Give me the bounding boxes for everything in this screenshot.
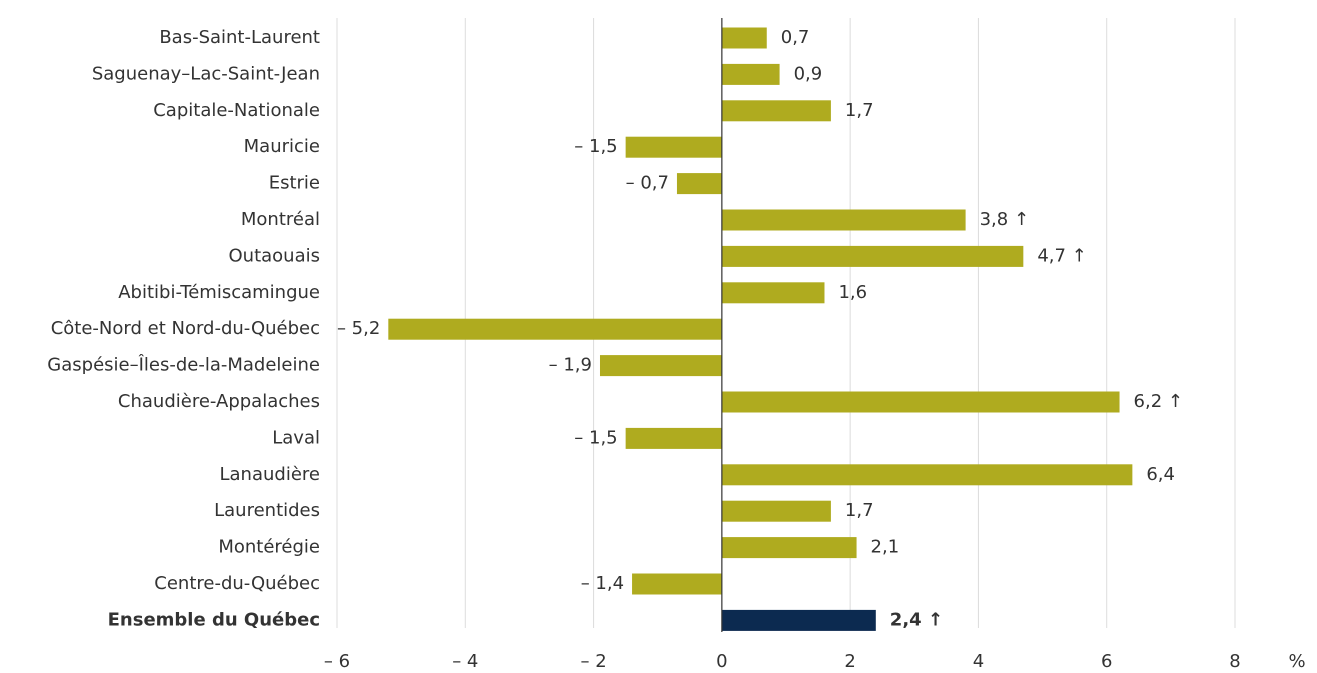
category-label: Montérégie bbox=[218, 537, 320, 558]
bar bbox=[721, 245, 1024, 267]
category-label: Lanaudière bbox=[220, 464, 321, 485]
value-label: 6,4 bbox=[1146, 464, 1175, 485]
x-tick-label: 6 bbox=[1101, 651, 1112, 672]
x-tick-label: – 6 bbox=[324, 651, 350, 672]
bar bbox=[721, 500, 831, 522]
value-label: 6,2 ↑ bbox=[1134, 391, 1183, 412]
bar bbox=[721, 27, 767, 49]
x-unit: % bbox=[1288, 651, 1305, 672]
value-label: 4,7 ↑ bbox=[1037, 245, 1086, 266]
value-label: – 5,2 bbox=[337, 318, 380, 339]
x-tick-label: – 2 bbox=[580, 651, 606, 672]
bar bbox=[721, 464, 1133, 486]
x-tick-label: 0 bbox=[716, 651, 727, 672]
bar bbox=[721, 63, 780, 85]
x-tick-label: 2 bbox=[844, 651, 855, 672]
category-label: Laval bbox=[272, 427, 320, 448]
category-label: Saguenay–Lac-Saint-Jean bbox=[92, 63, 320, 84]
x-tick-label: – 4 bbox=[452, 651, 478, 672]
bar bbox=[721, 100, 831, 122]
bar bbox=[625, 427, 722, 449]
value-label: 2,4 ↑ bbox=[890, 609, 943, 630]
value-label: 1,7 bbox=[845, 100, 874, 121]
category-label: Centre-du-Québec bbox=[154, 573, 320, 594]
category-label: Outaouais bbox=[229, 245, 321, 266]
bar bbox=[721, 391, 1120, 413]
bar bbox=[625, 136, 722, 158]
category-label: Estrie bbox=[269, 173, 320, 194]
x-tick-label: 4 bbox=[973, 651, 984, 672]
value-label: 2,1 bbox=[871, 537, 900, 558]
bar bbox=[676, 173, 722, 195]
bar bbox=[721, 209, 966, 231]
category-label: Abitibi-Témiscamingue bbox=[118, 282, 320, 303]
value-label: – 0,7 bbox=[626, 173, 669, 194]
value-label: 0,7 bbox=[781, 27, 810, 48]
bar bbox=[721, 609, 876, 631]
value-label: – 1,5 bbox=[574, 427, 617, 448]
category-label: Gaspésie–Îles-de-la-Madeleine bbox=[47, 354, 320, 376]
category-label: Mauricie bbox=[244, 136, 320, 157]
x-tick-label: 8 bbox=[1229, 651, 1240, 672]
bar bbox=[599, 355, 722, 377]
bar bbox=[721, 537, 857, 559]
category-label: Côte-Nord et Nord-du-Québec bbox=[51, 318, 320, 339]
category-label: Ensemble du Québec bbox=[108, 609, 320, 630]
bar bbox=[721, 282, 825, 304]
category-label: Montréal bbox=[241, 209, 320, 230]
category-label: Capitale-Nationale bbox=[153, 100, 320, 121]
value-label: 0,9 bbox=[794, 63, 823, 84]
value-label: – 1,9 bbox=[549, 355, 592, 376]
bar bbox=[632, 573, 722, 595]
category-label: Bas-Saint-Laurent bbox=[159, 27, 320, 48]
bar bbox=[388, 318, 722, 340]
value-label: – 1,4 bbox=[581, 573, 624, 594]
value-label: – 1,5 bbox=[574, 136, 617, 157]
category-label: Laurentides bbox=[214, 500, 320, 521]
category-label: Chaudière-Appalaches bbox=[118, 391, 320, 412]
value-label: 1,7 bbox=[845, 500, 874, 521]
value-label: 1,6 bbox=[838, 282, 867, 303]
value-label: 3,8 ↑ bbox=[980, 209, 1029, 230]
